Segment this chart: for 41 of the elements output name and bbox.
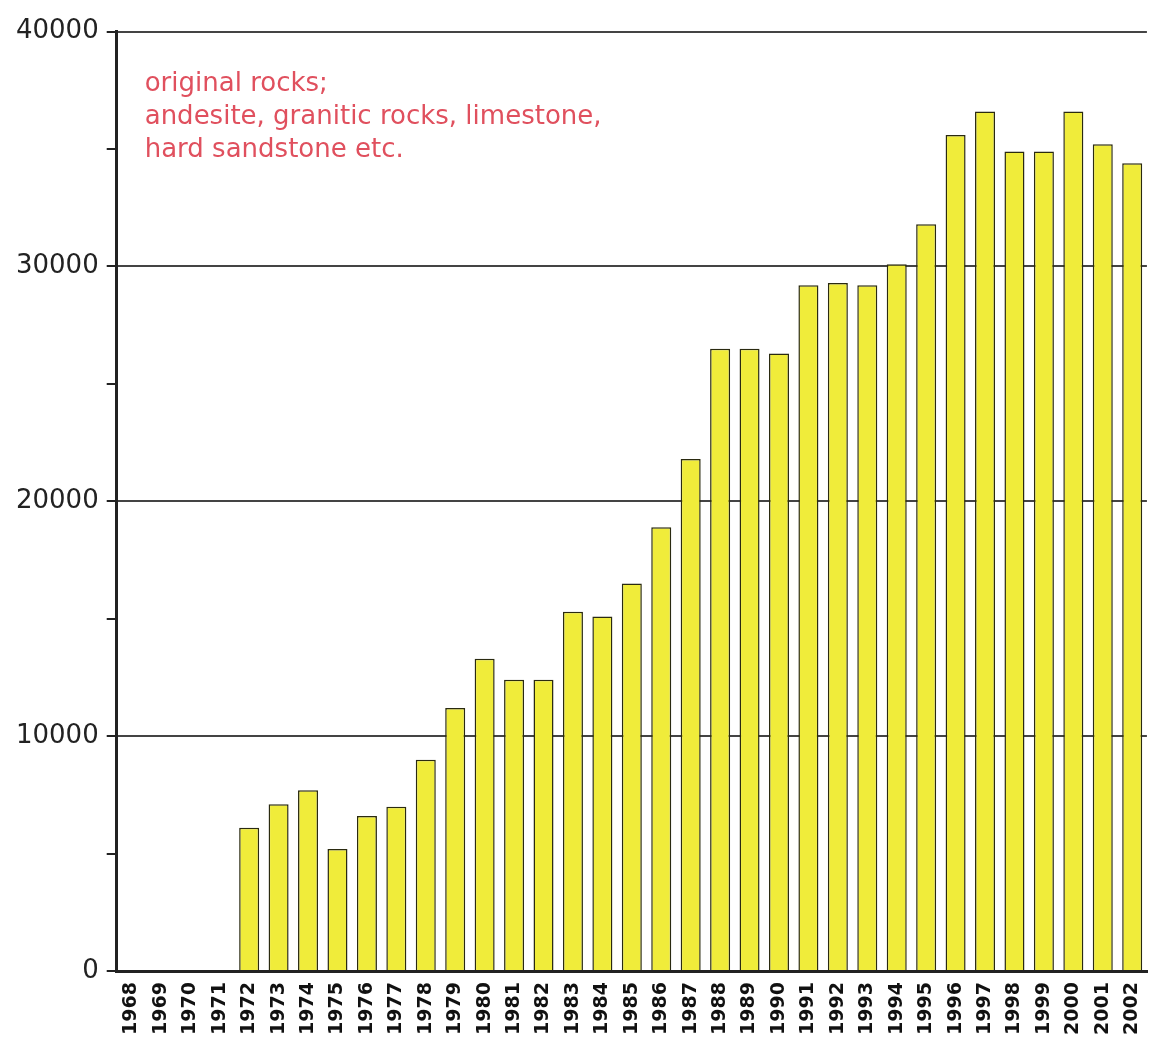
y-tick-label: 20000 bbox=[15, 484, 99, 515]
x-tick-label: 1983 bbox=[559, 982, 582, 1036]
x-tick-label: 2002 bbox=[1119, 982, 1142, 1036]
y-tick-label: 0 bbox=[82, 953, 99, 984]
x-tick-label: 1982 bbox=[530, 982, 553, 1036]
x-tick-label: 1972 bbox=[236, 982, 259, 1036]
y-tick-label: 30000 bbox=[15, 249, 99, 280]
x-tick-label: 1977 bbox=[383, 982, 406, 1036]
x-tick-label: 1992 bbox=[824, 982, 847, 1036]
y-tick-label: 10000 bbox=[15, 718, 99, 749]
x-tick-label: 2000 bbox=[1060, 982, 1083, 1036]
x-tick-label: 1990 bbox=[765, 982, 788, 1036]
x-tick-label: 1994 bbox=[883, 982, 906, 1036]
x-tick-label: 1975 bbox=[324, 982, 347, 1036]
x-tick-label: 1991 bbox=[795, 982, 818, 1036]
x-tick-label: 2001 bbox=[1089, 982, 1112, 1036]
x-tick-label: 1969 bbox=[147, 982, 170, 1036]
annotation: original rocks; andesite, granitic rocks, limestone, hard sandstone etc. bbox=[144, 67, 602, 164]
x-tick-label: 1978 bbox=[412, 982, 435, 1036]
x-tick-label: 1984 bbox=[589, 982, 612, 1036]
x-tick-label: 1997 bbox=[971, 982, 994, 1036]
x-tick-label: 1971 bbox=[206, 982, 229, 1036]
x-tick-label: 1979 bbox=[442, 982, 465, 1036]
x-tick-label: 1995 bbox=[913, 982, 936, 1036]
x-tick-label: 1988 bbox=[707, 982, 730, 1036]
x-tick-label: 1996 bbox=[942, 982, 965, 1036]
x-tick-label: 1987 bbox=[677, 982, 700, 1036]
x-tick-label: 1970 bbox=[177, 982, 200, 1036]
x-tick-label: 1985 bbox=[618, 982, 641, 1036]
x-tick-label: 1989 bbox=[736, 982, 759, 1036]
x-tick-label: 1973 bbox=[265, 982, 288, 1036]
x-tick-label: 1976 bbox=[353, 982, 376, 1036]
x-tick-label: 1980 bbox=[471, 982, 494, 1036]
x-tick-label: 1986 bbox=[648, 982, 671, 1036]
y-tick-label: 40000 bbox=[15, 14, 99, 45]
x-tick-label: 1974 bbox=[294, 982, 317, 1036]
x-tick-label: 1968 bbox=[118, 982, 141, 1036]
x-tick-label: 1998 bbox=[1001, 982, 1024, 1036]
x-tick-label: 1999 bbox=[1030, 982, 1053, 1036]
x-tick-label: 1981 bbox=[501, 982, 524, 1036]
x-tick-label: 1993 bbox=[854, 982, 877, 1036]
